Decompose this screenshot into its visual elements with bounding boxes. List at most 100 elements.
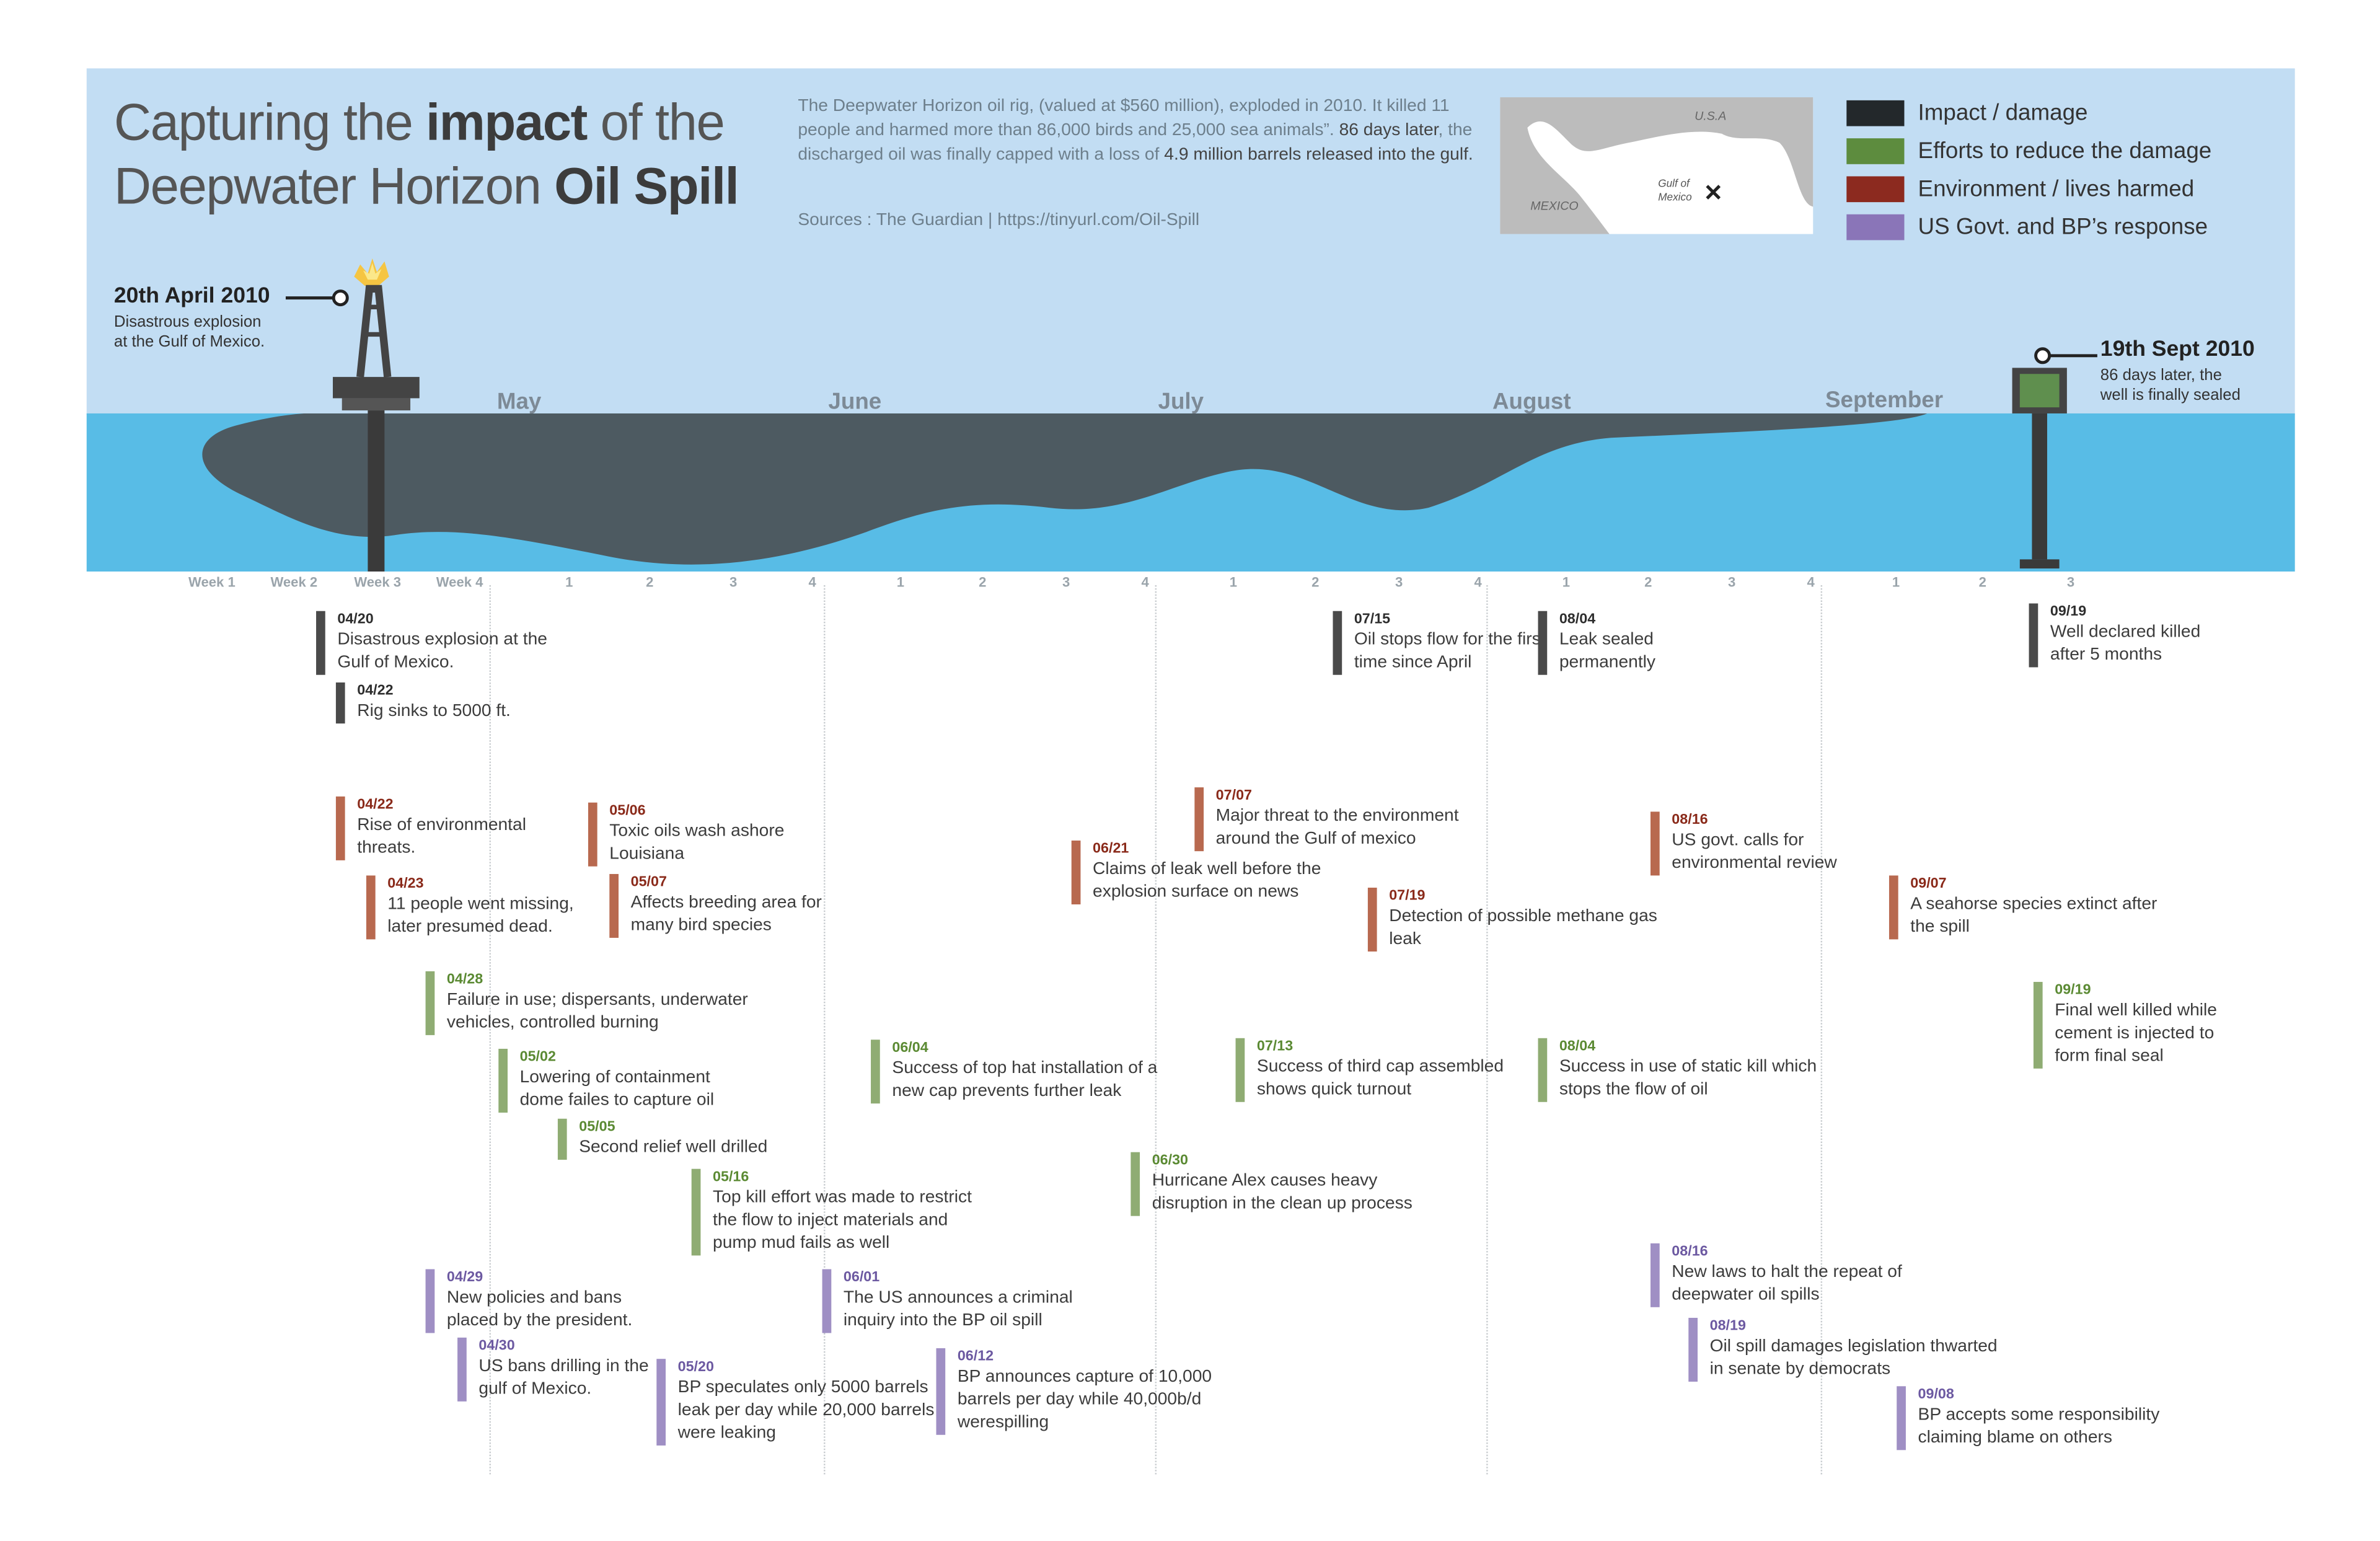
legend-swatch [1846, 138, 1905, 164]
gulf-map: U.S.A MEXICO Gulf of Mexico ✕ [1500, 97, 1814, 234]
timeline-event: 07/19 Detection of possible methane gas l… [1367, 888, 1670, 952]
event-text: New policies and bans placed by the pres… [446, 1289, 633, 1330]
event-date: 09/19 [2050, 603, 2087, 620]
end-callout: 19th Sept 2010 86 days later, the well is… [2100, 337, 2255, 405]
timeline-event: 08/16 New laws to halt the repeat of deep… [1650, 1243, 1930, 1307]
event-text: Well declared killed after 5 months [2050, 623, 2201, 665]
event-text: Success of third cap assembled shows qui… [1256, 1058, 1504, 1099]
event-text: The US announces a criminal inquiry into… [843, 1289, 1073, 1330]
event-date: 06/04 [892, 1040, 928, 1057]
timeline-event: 06/12 BP announces capture of 10,000 barr… [936, 1348, 1231, 1435]
event-text: Major threat to the environment around t… [1215, 807, 1459, 849]
event-date: 04/23 [387, 875, 424, 893]
event-text: Affects breeding area for many bird spec… [630, 893, 822, 935]
week-label: 2 [979, 574, 987, 590]
legend-swatch [1846, 100, 1905, 126]
event-text: Claims of leak well before the explosion… [1093, 860, 1321, 902]
timeline-event: 05/07 Affects breeding area for many bird… [609, 873, 828, 938]
timeline-event: 07/13 Success of third cap assembled show… [1235, 1038, 1523, 1102]
timeline-event: 07/15 Oil stops flow for the first time s… [1333, 611, 1551, 675]
week-label: 3 [2066, 574, 2075, 590]
timeline-event: 05/02 Lowering of containment dome failes… [498, 1048, 740, 1113]
end-callout-desc: 86 days later, the well is finally sealed [2100, 366, 2241, 405]
week-label: 2 [1978, 574, 1986, 590]
week-label: Week 2 [270, 574, 318, 590]
event-date: 04/28 [446, 971, 483, 988]
event-text: Disastrous explosion at the Gulf of Mexi… [337, 630, 547, 672]
legend-label: Efforts to reduce the damage [1918, 138, 2212, 164]
timeline-event: 08/16 US govt. calls for environmental re… [1650, 811, 1877, 876]
timeline-event: 04/29 New policies and bans placed by the… [425, 1269, 652, 1333]
event-text: Rig sinks to 5000 ft. [357, 702, 511, 721]
week-label: 2 [1644, 574, 1652, 590]
legend-label: Impact / damage [1918, 100, 2088, 126]
start-callout-desc: Disastrous explosion at the Gulf of Mexic… [113, 313, 265, 351]
legend-label: Environment / lives harmed [1918, 176, 2195, 203]
start-callout: 20th April 2010 Disastrous explosion at t… [114, 285, 270, 353]
event-date: 05/05 [579, 1118, 615, 1136]
timeline-event: 06/30 Hurricane Alex causes heavy disrupt… [1130, 1152, 1433, 1216]
event-date: 09/07 [1910, 875, 1947, 893]
week-label: 4 [1807, 574, 1815, 590]
sources-text: Sources : The Guardian | https://tinyurl… [798, 211, 1200, 230]
event-text: A seahorse species extinct after the spi… [1910, 895, 2157, 937]
end-callout-date: 19th Sept 2010 [2100, 337, 2255, 362]
event-date: 07/15 [1354, 611, 1391, 628]
event-date: 08/19 [1709, 1317, 1746, 1335]
event-date: 09/08 [1918, 1386, 1954, 1403]
timeline-event: 05/20 BP speculates only 5000 barrels lea… [656, 1359, 936, 1446]
event-text: Hurricane Alex causes heavy disruption i… [1152, 1172, 1413, 1213]
event-text: Final well killed while cement is inject… [2055, 1001, 2217, 1066]
timeline-event: 07/07 Major threat to the environment aro… [1194, 787, 1481, 852]
week-label: 4 [1474, 574, 1482, 590]
month-label: May [496, 389, 542, 415]
event-date: 04/22 [357, 796, 394, 813]
month-label: June [828, 389, 882, 415]
legend-label: US Govt. and BP’s response [1918, 214, 2208, 241]
event-date: 06/12 [957, 1348, 994, 1365]
start-callout-pointer [285, 289, 349, 307]
event-text: Lowering of containment dome failes to c… [519, 1068, 715, 1110]
event-date: 04/20 [337, 611, 374, 628]
end-callout-pointer [2034, 347, 2097, 364]
event-date: 08/04 [1559, 1038, 1596, 1055]
timeline-event: 06/04 Success of top hat installation of … [871, 1040, 1158, 1104]
week-label: 1 [1892, 574, 1900, 590]
location-marker-icon: ✕ [1703, 180, 1723, 207]
week-label: 3 [1062, 574, 1070, 590]
event-text: US bans drilling in the gulf of Mexico. [478, 1357, 649, 1398]
week-label: 2 [646, 574, 654, 590]
week-label: Week 3 [354, 574, 402, 590]
event-date: 08/04 [1559, 611, 1596, 628]
timeline-event: 04/23 11 people went missing, later presu… [366, 875, 593, 940]
timeline-event: 08/04 Leak sealed permanently [1538, 611, 1712, 675]
event-date: 08/16 [1672, 811, 1708, 829]
event-date: 04/29 [446, 1269, 483, 1286]
month-gridline [824, 585, 826, 1475]
week-label: 4 [808, 574, 816, 590]
week-label: 1 [565, 574, 573, 590]
week-label: 2 [1311, 574, 1320, 590]
timeline-event: 09/08 BP accepts some responsibility clai… [1897, 1386, 2199, 1450]
month-label: August [1492, 389, 1571, 415]
map-label-mexico: MEXICO [1530, 199, 1579, 213]
week-label: Week 1 [188, 574, 236, 590]
event-date: 08/16 [1672, 1243, 1708, 1260]
event-date: 04/30 [478, 1337, 515, 1354]
event-text: Top kill effort was made to restrict the… [713, 1188, 972, 1253]
timeline-event: 09/07 A seahorse species extinct after th… [1889, 875, 2176, 940]
legend-swatch [1846, 176, 1905, 203]
legend-item-environment: Environment / lives harmed [1846, 170, 2211, 208]
intro-text: The Deepwater Horizon oil rig, (valued a… [798, 97, 1473, 164]
month-gridline [1155, 585, 1157, 1475]
event-text: New laws to halt the repeat of deepwater… [1672, 1263, 1902, 1304]
event-text: BP accepts some responsibility claiming … [1918, 1406, 2160, 1447]
oil-rig-icon [333, 258, 420, 572]
timeline-event: 08/04 Success in use of static kill which… [1538, 1038, 1833, 1102]
event-text: Success of top hat installation of a new… [892, 1059, 1158, 1101]
timeline-event: 04/20 Disastrous explosion at the Gulf of… [316, 611, 565, 675]
event-text: US govt. calls for environmental review [1672, 831, 1837, 873]
event-text: Second relief well drilled [579, 1138, 768, 1157]
event-date: 06/30 [1152, 1152, 1189, 1169]
